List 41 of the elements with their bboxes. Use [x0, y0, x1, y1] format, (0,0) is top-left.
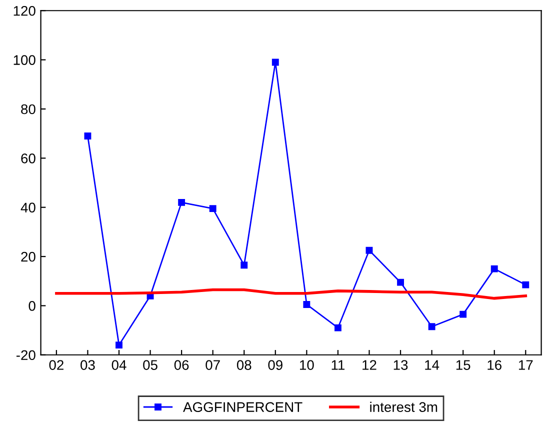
- point: [428, 323, 436, 330]
- x-tick-label: 11: [332, 360, 344, 370]
- x-tick-label: 03: [80, 360, 95, 370]
- y-tick-label: 20: [21, 252, 36, 262]
- point: [209, 205, 216, 212]
- point: [84, 132, 92, 140]
- x-tick-label: 04: [112, 360, 126, 370]
- x-tick-label: 17: [518, 360, 533, 370]
- point: [178, 198, 186, 206]
- point: [366, 246, 373, 254]
- x-tick-label: 13: [394, 360, 408, 370]
- line-series: [55, 288, 528, 300]
- point: [303, 300, 310, 308]
- y-tick-label: 80: [21, 104, 36, 114]
- x-tick-label: 02: [49, 360, 64, 370]
- x-tick-label: 05: [143, 360, 158, 370]
- x-tick-label: 09: [268, 360, 282, 370]
- y-tick-label: -20: [16, 350, 36, 360]
- y-tick-label: 0: [28, 301, 36, 311]
- point: [116, 342, 122, 349]
- y-tick-label: 100: [14, 55, 36, 65]
- point: [460, 310, 467, 318]
- legend-label: interest 3m: [370, 402, 438, 412]
- point: [240, 262, 248, 269]
- x-tick-label: 08: [236, 360, 252, 370]
- x-tick-label: 10: [300, 360, 314, 370]
- point: [490, 265, 498, 272]
- x-tick-label: 06: [174, 360, 189, 370]
- x-tick-label: 07: [206, 360, 220, 370]
- point: [272, 58, 279, 66]
- x-tick-label: 15: [456, 360, 470, 370]
- x-tick-label: 14: [425, 360, 440, 370]
- point: [522, 281, 530, 288]
- x-tick-label: 16: [488, 360, 502, 370]
- legend-label: AGGFINPERCENT: [183, 402, 302, 412]
- y-tick-label: 120: [14, 6, 36, 16]
- y-tick-label: 60: [21, 153, 36, 164]
- x-tick-label: 12: [362, 360, 376, 370]
- point: [397, 278, 404, 286]
- point: [334, 324, 342, 332]
- y-tick-label: 40: [20, 202, 36, 213]
